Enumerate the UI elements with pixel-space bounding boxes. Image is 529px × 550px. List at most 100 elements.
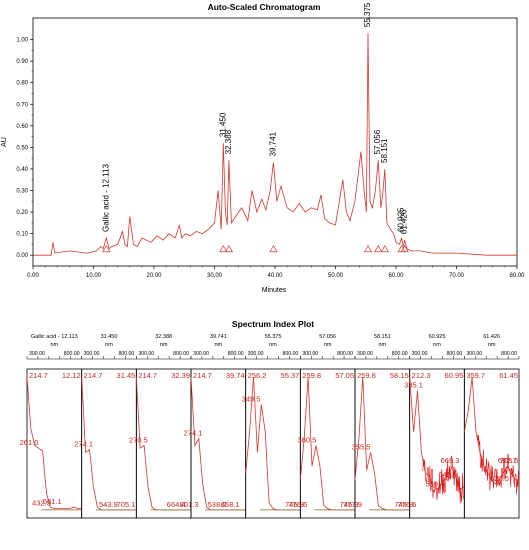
peak-marker bbox=[380, 245, 389, 253]
spectrum-peak-label: 261.0 bbox=[20, 438, 39, 447]
peak-label: 31.450 bbox=[218, 112, 227, 137]
panel-axis-min: 300.00 bbox=[466, 351, 482, 357]
panel-max-label: 256.2 bbox=[248, 371, 267, 380]
panel-axis-min: 300.00 bbox=[84, 351, 100, 357]
spectrum-peak-label: 705.1 bbox=[117, 500, 136, 509]
panel-corner-label: 55.37 bbox=[281, 371, 300, 380]
spectrum-panel: 61.426 nm 300.00 800.00 359.7 61.45 692.7 622.5… bbox=[463, 334, 520, 519]
panel-frame bbox=[463, 368, 520, 519]
spectrum-peak-label: 360.5 bbox=[298, 436, 317, 445]
panel-title: 31.450 bbox=[101, 334, 118, 340]
spectrum-peak-label: 274.1 bbox=[184, 429, 203, 438]
panel-max-label: 259.8 bbox=[357, 371, 376, 380]
panel-title: Gallic acid - 12.113 bbox=[31, 334, 78, 340]
x-tick-label: 40.00 bbox=[267, 273, 283, 279]
panel-axis-unit: nm bbox=[488, 342, 496, 348]
panel-axis-min: 300.00 bbox=[412, 351, 428, 357]
panel-axis-min: 300.00 bbox=[138, 351, 154, 357]
y-tick-label: 0.70 bbox=[16, 102, 28, 108]
x-tick-label: 30.00 bbox=[207, 273, 223, 279]
spectrum-peak-label: 777.9 bbox=[343, 500, 362, 509]
spectrum-peak-label: 776.6 bbox=[398, 500, 417, 509]
y-tick-label: 0.60 bbox=[16, 124, 28, 130]
spectrum-peak-label: 708.5 bbox=[500, 456, 519, 465]
spectrum-peak-label: 270.5 bbox=[129, 436, 148, 445]
peak-label: 58.151 bbox=[380, 138, 389, 163]
spectrum-peak-label: 745.8 bbox=[340, 500, 359, 509]
peak-label: 60.925 bbox=[397, 207, 406, 232]
y-tick-label: 0.80 bbox=[16, 81, 28, 87]
spectrum-peak-label: 801.3 bbox=[180, 500, 199, 509]
panel-axis-unit: nm bbox=[51, 342, 59, 348]
chromatogram-series bbox=[33, 33, 517, 256]
x-tick-label: 20.00 bbox=[146, 273, 162, 279]
spectrum-peak-label: 664.4 bbox=[167, 500, 186, 509]
panel-title: 61.426 bbox=[483, 334, 500, 340]
spectrum-panel: 31.450 nm 300.00 800.00 214.7 31.45 274.1 543.9… bbox=[74, 334, 137, 519]
panel-axis-unit: nm bbox=[105, 342, 113, 348]
panel-max-label: 214.7 bbox=[193, 371, 212, 380]
y-tick-label: 0.10 bbox=[16, 232, 28, 238]
panel-corner-label: 60.95 bbox=[445, 371, 464, 380]
x-tick-label: 50.00 bbox=[328, 273, 344, 279]
peak-label: Gallic acid - 12.113 bbox=[101, 164, 110, 232]
peak-marker bbox=[219, 245, 228, 253]
spectrum-plot-title: Spectrum Index Plot bbox=[232, 319, 314, 329]
panel-axis-max: 800.00 bbox=[392, 351, 408, 357]
spectrum-trace bbox=[463, 376, 519, 485]
spectrum-peak-label: 543.9 bbox=[99, 500, 118, 509]
spectrum-peak-label: 692.7 bbox=[498, 456, 517, 465]
x-tick-label: 70.00 bbox=[449, 273, 465, 279]
chromatogram-ticks: 0.00 10.00 20.00 30.00 40.00 50.00 60.00 70.00 8… bbox=[16, 38, 525, 279]
panel-axis-min: 300.00 bbox=[193, 351, 209, 357]
peak-marker bbox=[224, 245, 234, 253]
chromatogram-chart: Auto-Scaled Chromatogram AU Minutes 0.00… bbox=[1, 2, 525, 294]
spectrum-panel: 32.388 nm 300.00 800.00 214.7 32.39 270.5 664.4… bbox=[129, 334, 199, 519]
panel-axis-unit: nm bbox=[215, 342, 223, 348]
panel-axis-unit: nm bbox=[324, 342, 332, 348]
spectrum-peak-label: 355.5 bbox=[352, 442, 371, 451]
spectrum-noise bbox=[422, 455, 465, 504]
spectrum-panel: 39.741 nm 300.00 800.00 214.7 39.74 274.1 538.0… bbox=[184, 334, 247, 519]
panel-corner-label: 31.45 bbox=[117, 371, 136, 380]
x-tick-label: 10.00 bbox=[86, 273, 102, 279]
peak-marker bbox=[374, 245, 383, 253]
chromatogram-title: Auto-Scaled Chromatogram bbox=[208, 2, 321, 12]
spectrum-peak-label: 622.5 bbox=[490, 474, 509, 483]
spectrum-panel: 60.925 nm 300.00 800.00 212.3 60.95 335.1 648.4… bbox=[404, 334, 465, 519]
spectrum-peak-label: 335.1 bbox=[404, 381, 423, 390]
panel-axis-min: 300.00 bbox=[302, 351, 318, 357]
spectrum-peak-label: 648.4 bbox=[438, 470, 457, 479]
panel-axis-unit: nm bbox=[433, 342, 441, 348]
panel-axis-unit: nm bbox=[269, 342, 277, 348]
panel-corner-label: 58.15 bbox=[390, 371, 409, 380]
panel-title: 57.056 bbox=[319, 334, 336, 340]
panel-title: 60.925 bbox=[429, 334, 446, 340]
panel-title: 55.375 bbox=[265, 334, 282, 340]
panel-max-label: 212.3 bbox=[412, 371, 431, 380]
spectrum-peak-label: 432.5 bbox=[32, 499, 51, 508]
panel-max-label: 359.7 bbox=[466, 371, 485, 380]
x-tick-label: 0.00 bbox=[27, 273, 39, 279]
peak-label: 55.375 bbox=[363, 2, 372, 27]
peak-label: 39.741 bbox=[268, 131, 277, 156]
panel-max-label: 214.7 bbox=[84, 371, 103, 380]
spectrum-peak-label: 274.1 bbox=[74, 440, 93, 449]
spectrum-panel: 57.056 nm 300.00 800.00 259.8 57.05 360.5 745.8… bbox=[298, 334, 362, 519]
panel-axis-max: 800.00 bbox=[228, 351, 244, 357]
peak-marker bbox=[363, 245, 373, 253]
panel-axis-max: 800.00 bbox=[446, 351, 462, 357]
panel-axis-unit: nm bbox=[379, 342, 387, 348]
panel-axis-max: 800.00 bbox=[501, 351, 517, 357]
y-tick-label: 0.50 bbox=[16, 145, 28, 151]
peak-marker bbox=[102, 245, 111, 253]
spectrum-peak-label: 658.1 bbox=[221, 500, 240, 509]
panel-max-label: 214.7 bbox=[138, 371, 157, 380]
panel-title: 39.741 bbox=[210, 334, 227, 340]
panel-corner-label: 57.05 bbox=[335, 371, 354, 380]
peak-label: 61.426 bbox=[400, 209, 409, 234]
panel-axis-max: 800.00 bbox=[118, 351, 134, 357]
peak-marker bbox=[400, 245, 409, 253]
